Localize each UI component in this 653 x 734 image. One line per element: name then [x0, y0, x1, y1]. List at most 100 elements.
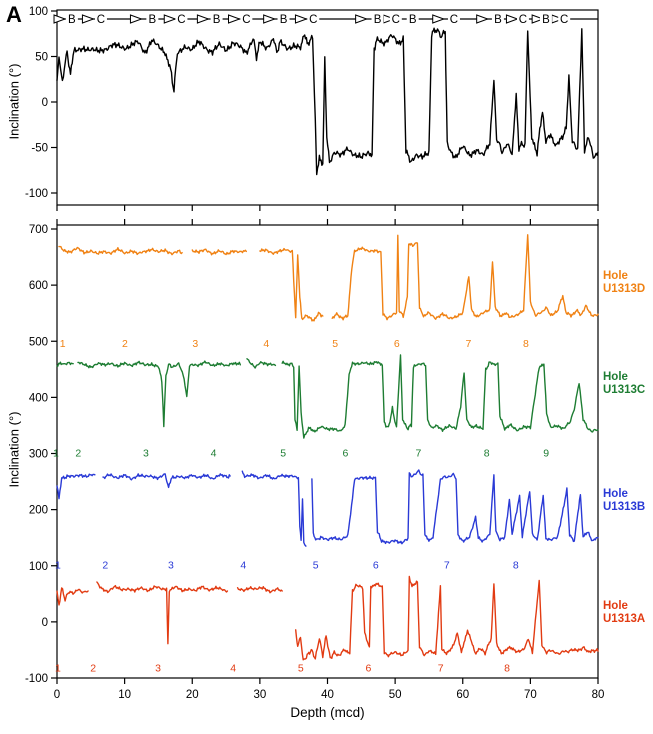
- top-panel-y-ticks: 100 50 0 -50 -100: [25, 6, 57, 200]
- hole-u1313d-trace: [331, 234, 599, 321]
- y-tick-label: 300: [29, 449, 48, 461]
- hole-label-line: U1313C: [603, 384, 646, 397]
- y-tick-label: 100: [29, 561, 48, 573]
- splice-arrow-icon: [81, 14, 95, 24]
- y-tick-label: 700: [29, 224, 48, 236]
- hole-u1313d-series: 1 2 3 4 5 6 7 8: [58, 234, 599, 350]
- top-panel-x-ticks: [56, 205, 599, 211]
- ruler-letter: C: [519, 14, 527, 26]
- ruler-letter-bg: [210, 13, 223, 25]
- hole-u1313c-trace: [77, 360, 242, 428]
- hole-label-u1313c: Hole U1313C: [603, 371, 645, 397]
- core-number: 6: [365, 662, 371, 674]
- splice-arrow-icon: [294, 14, 308, 24]
- ruler-letter: B: [494, 14, 502, 26]
- core-number: 1: [55, 662, 61, 674]
- splice-arrow-icon: [505, 14, 519, 24]
- ruler-letter: B: [374, 14, 382, 26]
- core-number: 4: [240, 560, 246, 572]
- splice-arrow-icon: [228, 14, 241, 24]
- core-number: 4: [230, 662, 236, 674]
- hole-u1313b-trace: [102, 473, 231, 489]
- ruler-letter-bg: [175, 13, 188, 25]
- splice-arrow-icon: [263, 14, 277, 24]
- x-tick-label: 70: [524, 689, 537, 701]
- hole-u1313c-series: 1 2 3 4 5 6 7 8 9: [53, 354, 599, 459]
- ruler-letter: B: [213, 14, 221, 26]
- core-number: 1: [55, 560, 61, 572]
- ruler-letter-bg: [491, 13, 504, 25]
- core-number: 4: [211, 447, 217, 459]
- ruler-letter: B: [280, 14, 288, 26]
- core-number: 8: [484, 447, 490, 459]
- hole-label-u1313a: Hole U1313A: [603, 600, 645, 626]
- hole-label-line: Hole: [603, 600, 628, 613]
- core-number: 2: [75, 447, 81, 459]
- ruler-letter: B: [409, 14, 417, 26]
- x-tick-label: 60: [456, 689, 469, 701]
- core-number: 3: [143, 447, 149, 459]
- x-tick-label: 0: [54, 689, 60, 701]
- ruler-letter: B: [68, 14, 76, 26]
- hole-u1313c-core-numbers: 1 2 3 4 5 6 7 8 9: [53, 447, 549, 459]
- hole-label-line: Hole: [603, 270, 628, 283]
- ruler-letter: C: [242, 14, 250, 26]
- splice-arrow-icon: [163, 14, 177, 24]
- core-number: 1: [53, 447, 59, 459]
- y-tick-label: 200: [29, 505, 48, 517]
- ruler-letter-bg: [146, 13, 159, 25]
- hole-u1313b-trace: [56, 473, 96, 500]
- y-tick-label: 0: [42, 97, 48, 109]
- ruler-letter: C: [177, 14, 185, 26]
- bottom-panel-y-axis-title: Inclination (°): [6, 411, 22, 488]
- core-number: 1: [60, 338, 66, 350]
- top-panel-y-axis-title: Inclination (°): [6, 63, 22, 140]
- core-number: 8: [504, 662, 510, 674]
- hole-u1313b-core-numbers: 1 2 3 4 5 6 7 8: [55, 560, 519, 572]
- composite-trace: [56, 27, 599, 176]
- hole-u1313c-trace: [56, 361, 74, 367]
- bottom-panel-x-ticks: 0 10 20 30 40 50 60 70 80: [54, 219, 605, 701]
- hole-u1313a-series: 1 2 3 4 5 6 7 8: [55, 575, 599, 674]
- x-tick-label: 80: [592, 689, 605, 701]
- core-number: 3: [168, 560, 174, 572]
- ruler-letter-bg: [558, 13, 571, 25]
- core-number: 5: [313, 560, 319, 572]
- x-tick-label: 50: [389, 689, 402, 701]
- hole-label-line: U1313B: [603, 501, 646, 514]
- hole-u1313c-trace: [281, 354, 599, 439]
- core-number: 6: [373, 560, 379, 572]
- hole-u1313d-trace: [191, 248, 248, 256]
- ruler-letter-bg: [94, 13, 107, 25]
- y-tick-label: 100: [29, 6, 48, 18]
- hole-u1313b-trace: [241, 470, 307, 547]
- bottom-panel-y-ticks: 700 600 500 400 300 200 100 0 -100: [25, 224, 57, 685]
- ruler-letter: B: [542, 14, 550, 26]
- hole-u1313a-trace: [236, 586, 283, 594]
- core-number: 3: [192, 338, 198, 350]
- ruler-letter: C: [97, 14, 105, 26]
- ruler-letter: C: [392, 14, 400, 26]
- ruler-letter-bg: [539, 13, 552, 25]
- hole-u1313a-trace: [96, 581, 229, 645]
- ruler-letter: C: [309, 14, 317, 26]
- hole-label-u1313d: Hole U1313D: [603, 270, 645, 296]
- y-tick-label: 0: [42, 617, 48, 629]
- hole-u1313a-trace: [295, 575, 599, 661]
- x-axis-title: Depth (mcd): [290, 705, 365, 720]
- splice-arrow-icon: [196, 14, 210, 24]
- hole-u1313b-series: 1 2 3 4 5 6 7 8: [55, 469, 599, 572]
- core-number: 3: [155, 662, 161, 674]
- y-tick-label: -100: [25, 188, 48, 200]
- hole-label-line: Hole: [603, 371, 628, 384]
- core-number: 5: [280, 447, 286, 459]
- core-number: 8: [523, 338, 529, 350]
- hole-u1313a-trace: [56, 587, 89, 606]
- core-number: 7: [466, 338, 472, 350]
- hole-u1313c-trace: [246, 358, 277, 369]
- splice-arrow-icon: [129, 14, 143, 24]
- bottom-panel-frame: [56, 224, 599, 679]
- y-tick-label: 400: [29, 392, 48, 404]
